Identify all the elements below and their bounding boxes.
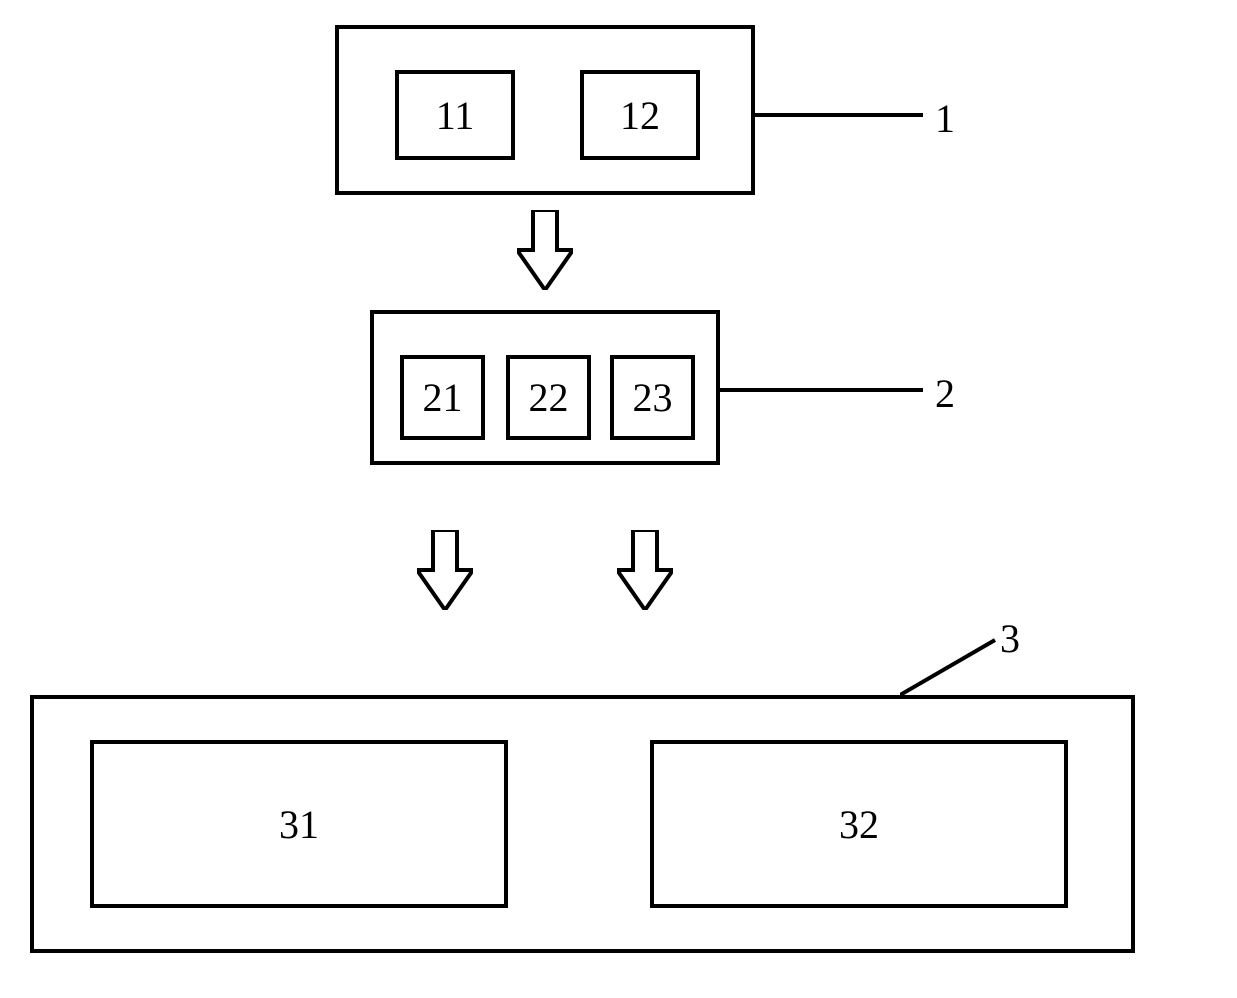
box-22: 22 — [506, 355, 591, 440]
box-31: 31 — [90, 740, 508, 908]
connector-line-1 — [755, 113, 923, 117]
box-22-label: 22 — [529, 374, 569, 421]
box-12-label: 12 — [620, 92, 660, 139]
box-31-label: 31 — [279, 801, 319, 848]
block-3-label: 3 — [1000, 615, 1020, 662]
box-23-label: 23 — [633, 374, 673, 421]
box-32: 32 — [650, 740, 1068, 908]
box-12: 12 — [580, 70, 700, 160]
box-11-label: 11 — [436, 92, 475, 139]
arrow-3-icon — [617, 530, 673, 610]
box-21: 21 — [400, 355, 485, 440]
connector-line-3 — [900, 635, 1000, 698]
box-11: 11 — [395, 70, 515, 160]
connector-line-2 — [720, 388, 923, 392]
box-32-label: 32 — [839, 801, 879, 848]
block-2-label: 2 — [935, 370, 955, 417]
arrow-2-icon — [417, 530, 473, 610]
box-23: 23 — [610, 355, 695, 440]
block-1-label: 1 — [935, 95, 955, 142]
arrow-1-icon — [517, 210, 573, 290]
box-21-label: 21 — [423, 374, 463, 421]
